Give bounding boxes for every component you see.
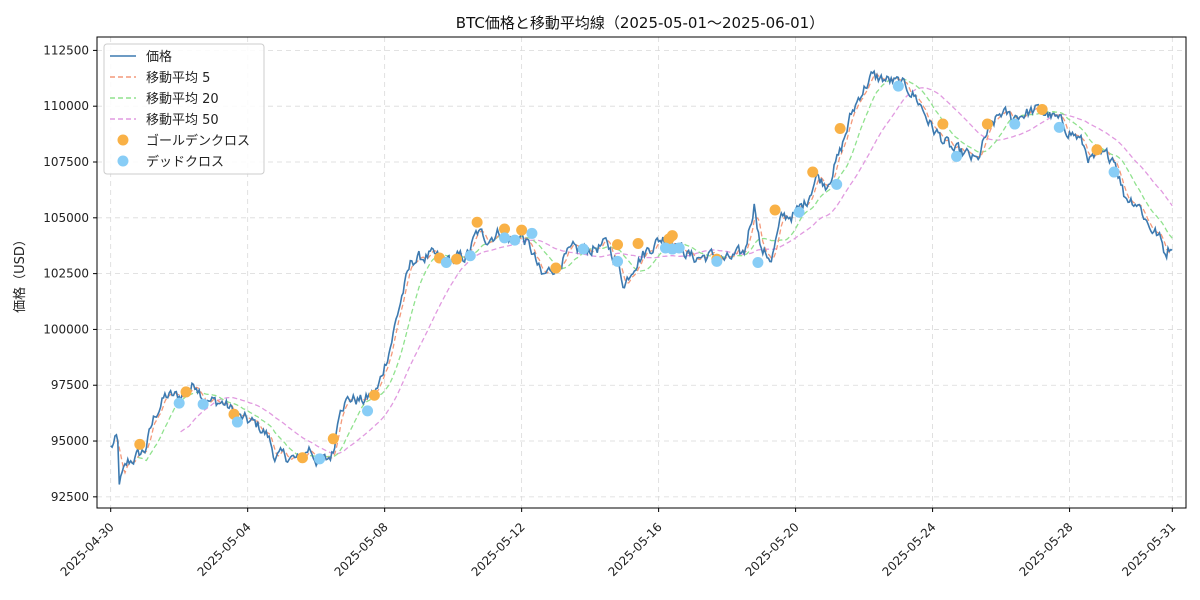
dead-cross-marker	[509, 234, 521, 246]
legend-label: 移動平均 50	[146, 113, 219, 128]
y-axis-label: 価格（USD）	[12, 233, 28, 313]
golden-cross-marker	[471, 216, 483, 228]
legend-label: デッドクロス	[146, 154, 224, 170]
grid	[97, 37, 1186, 508]
dead-cross-marker	[499, 232, 511, 244]
y-tick-label: 110000	[43, 99, 89, 113]
golden-cross-marker	[368, 389, 380, 401]
dead-cross-marker	[577, 243, 589, 255]
dead-cross-marker	[1009, 118, 1021, 130]
dead-cross-marker	[711, 255, 723, 267]
dead-cross-marker	[892, 80, 904, 92]
golden-cross-marker	[451, 253, 463, 265]
chart-title: BTC価格と移動平均線（2025-05-01〜2025-06-01）	[456, 14, 824, 32]
golden-cross-marker	[180, 386, 192, 398]
y-axis: 92500 95000 97500 100000 102500 105000 107500 1…	[43, 43, 97, 504]
y-tick-label: 105000	[43, 211, 89, 225]
golden-cross-marker	[1036, 104, 1048, 116]
dead-cross-marker	[673, 242, 685, 254]
legend-label: 移動平均 20	[146, 92, 219, 107]
dead-cross-marker	[951, 150, 963, 162]
series-line-ma5	[116, 73, 1173, 475]
dead-cross-marker	[197, 398, 209, 410]
dead-cross-marker	[464, 250, 476, 262]
dead-cross-marker	[362, 405, 374, 417]
legend-marker	[117, 134, 129, 146]
y-tick-label: 102500	[43, 267, 89, 281]
legend-label: 移動平均 5	[146, 71, 210, 86]
golden-cross-marker	[981, 118, 993, 130]
y-tick-label: 92500	[51, 490, 89, 504]
dead-cross-marker	[314, 453, 326, 465]
golden-cross-marker	[834, 123, 846, 135]
legend-label: ゴールデンクロス	[146, 133, 250, 149]
golden-cross-marker	[769, 204, 781, 216]
dead-cross-marker	[831, 178, 843, 190]
dead-cross-marker	[526, 227, 538, 239]
dead-cross-marker	[231, 416, 243, 428]
golden-cross-marker	[632, 237, 644, 249]
golden-cross-marker	[550, 262, 562, 274]
legend-label: 価格	[146, 49, 172, 65]
golden-cross-marker	[327, 433, 339, 445]
dead-cross-marker	[612, 255, 624, 267]
dead-cross-marker	[752, 256, 764, 268]
dead-cross-marker	[173, 397, 185, 409]
golden-cross-marker	[807, 166, 819, 178]
golden-cross-marker	[937, 118, 949, 130]
golden-cross-marker	[296, 452, 308, 464]
dead-cross-marker	[793, 206, 805, 218]
legend-marker	[117, 155, 129, 167]
y-tick-label: 95000	[51, 434, 89, 448]
series-line-price	[110, 69, 1173, 485]
dead-cross-marker	[440, 256, 452, 268]
y-tick-label: 112500	[43, 43, 89, 57]
golden-cross-marker	[499, 223, 511, 235]
y-tick-label: 97500	[51, 378, 89, 392]
dead-cross-marker	[1053, 121, 1065, 133]
plot-frame	[96, 36, 1187, 509]
dead-cross-marker	[1108, 166, 1120, 178]
y-tick-label: 100000	[43, 322, 89, 336]
golden-cross-marker	[1091, 144, 1103, 156]
golden-cross-marker	[612, 239, 624, 251]
plot-area	[110, 69, 1173, 485]
series-line-ma50	[180, 87, 1173, 455]
golden-cross-marker	[516, 224, 528, 236]
golden-cross-marker	[666, 230, 678, 242]
y-tick-label: 107500	[43, 155, 89, 169]
golden-cross-marker	[134, 438, 146, 450]
series-line-ma20	[137, 77, 1173, 462]
legend-box	[103, 43, 265, 175]
